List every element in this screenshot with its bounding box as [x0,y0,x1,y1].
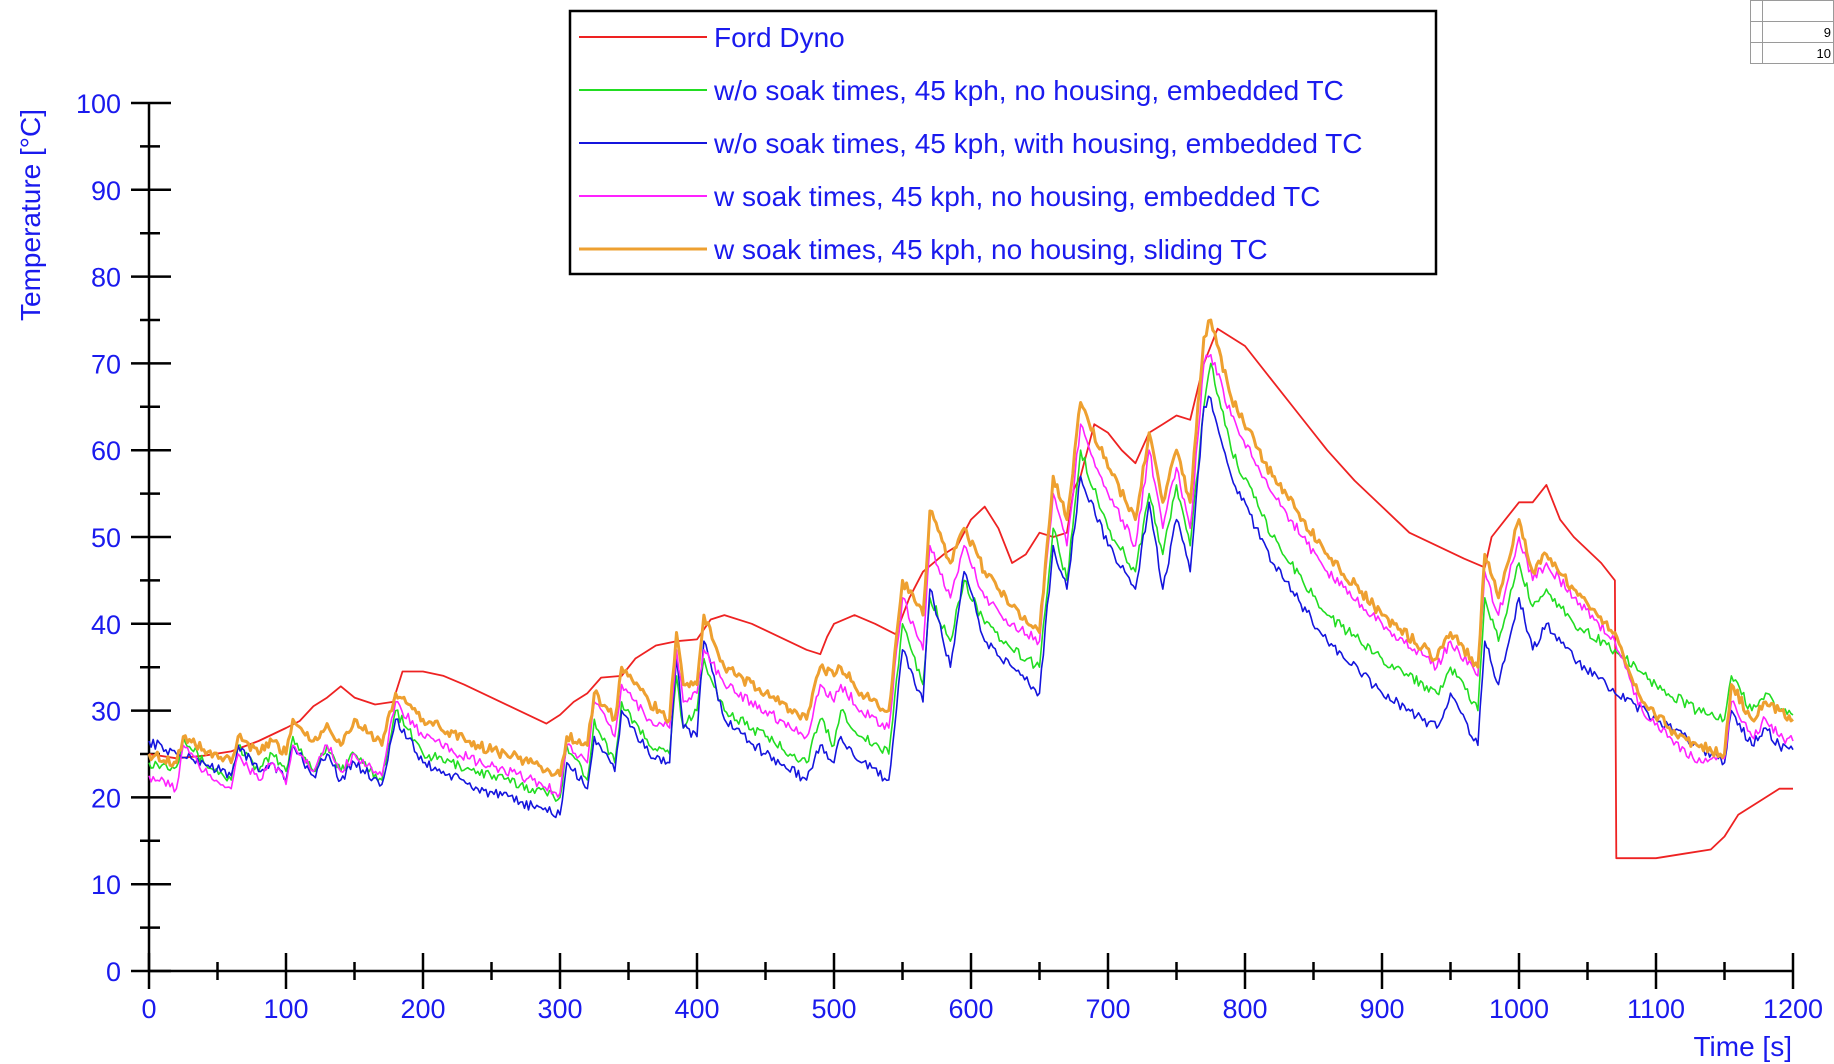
y-tick-label: 80 [91,263,121,293]
series-layer [147,318,1794,860]
legend-label: w/o soak times, 45 kph, no housing, embe… [713,75,1344,106]
x-tick-label: 1000 [1489,994,1549,1024]
corner-table-cell: 9 [1762,21,1834,43]
y-tick-label: 50 [91,523,121,553]
series-line [148,353,1794,798]
legend-label: w soak times, 45 kph, no housing, slidin… [713,234,1268,265]
legend-box [568,9,1438,276]
x-tick-label: 900 [1359,994,1404,1024]
corner-table-cell [1762,0,1834,22]
legend-label: w/o soak times, 45 kph, with housing, em… [713,128,1363,159]
legend: Ford Dyno w/o soak times, 45 kph, no hous… [568,9,1438,276]
y-tick-label: 20 [91,783,121,813]
corner-table: 9 10 [1749,0,1834,64]
corner-table-row [1749,0,1834,22]
x-tick-label: 0 [141,994,156,1024]
x-tick-label: 1200 [1763,994,1823,1024]
y-tick-label: 40 [91,610,121,640]
series-line [148,395,1794,819]
x-tick-label: 100 [263,994,308,1024]
legend-label: Ford Dyno [714,22,845,53]
y-tick-label: 0 [106,957,121,987]
corner-table-row: 10 [1749,42,1834,64]
legend-label: w soak times, 45 kph, no housing, embedd… [713,181,1321,212]
corner-table-cell [1749,0,1764,22]
y-tick-label: 100 [76,89,121,119]
y-tick-label: 10 [91,870,121,900]
y-axis-label: Temperature [°C] [15,109,46,321]
y-tick-label: 70 [91,349,121,379]
x-tick-label: 800 [1222,994,1267,1024]
x-tick-label: 400 [674,994,719,1024]
series-line [147,318,1794,778]
series-line [148,362,1794,802]
x-tick-label: 600 [948,994,993,1024]
y-tick-label: 30 [91,697,121,727]
x-axis-label: Time [s] [1693,1031,1792,1062]
corner-table-cell: 10 [1762,42,1834,64]
x-tick-label: 500 [811,994,856,1024]
x-tick-label: 1100 [1627,994,1685,1024]
x-tick-label: 200 [400,994,445,1024]
y-tick-label: 60 [91,436,121,466]
corner-table-cell [1749,21,1764,43]
corner-table-cell [1749,42,1764,64]
series-line [148,327,1793,860]
x-tick-label: 700 [1085,994,1130,1024]
corner-table-row: 9 [1749,21,1834,43]
x-tick-label: 300 [537,994,582,1024]
axes: 0 100 200 300 400 500 600 700 800 900 1000 1100 1200… [76,89,1823,1024]
y-tick-label: 90 [91,176,121,206]
